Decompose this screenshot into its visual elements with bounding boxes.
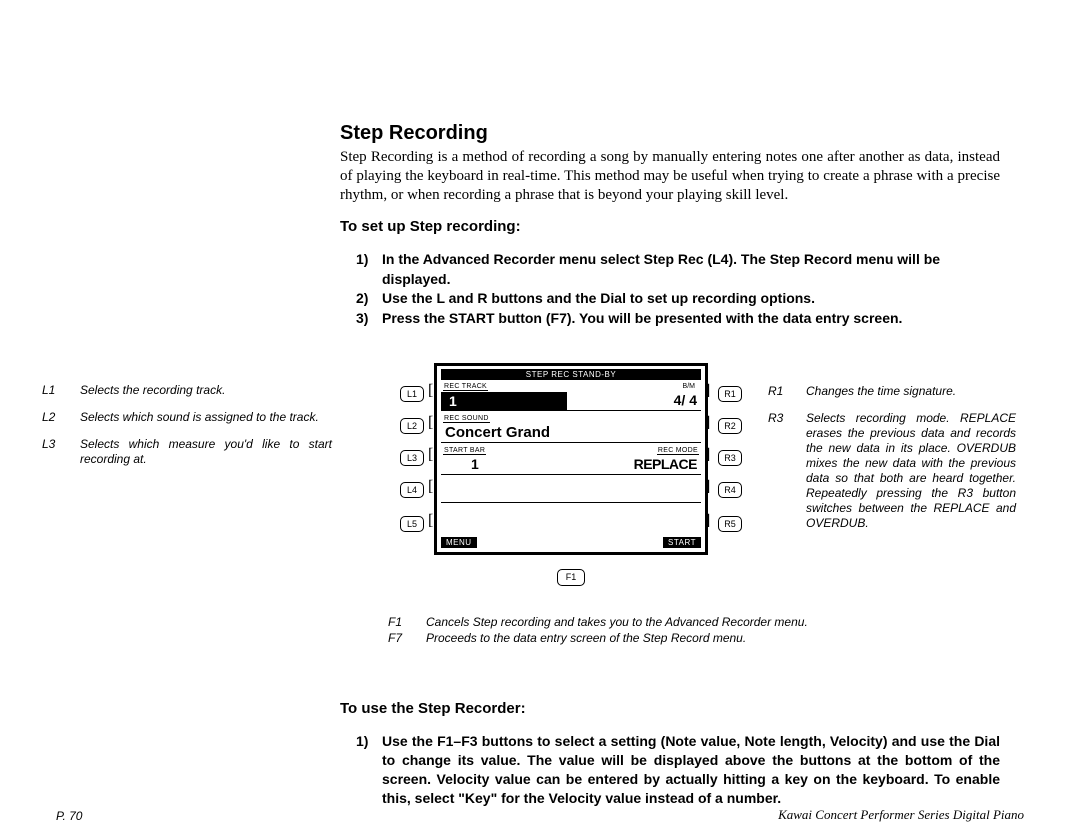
legend-row: L2 Selects which sound is assigned to th… bbox=[42, 410, 332, 425]
page-title: Step Recording bbox=[340, 122, 488, 145]
button-l2[interactable]: L2 bbox=[400, 418, 424, 434]
setup-step: 1) In the Advanced Recorder menu select … bbox=[356, 250, 1000, 289]
lcd-row-sound: REC SOUND Concert Grand bbox=[441, 416, 701, 444]
lcd-label: REC SOUND bbox=[443, 415, 490, 423]
lcd-row-bar: START BAR REC MODE 1 REPLACE bbox=[441, 448, 701, 476]
button-r5[interactable]: R5 bbox=[718, 516, 742, 532]
lcd-screen: STEP REC STAND-BY REC TRACK B/M 1 4/ 4 R… bbox=[434, 363, 708, 555]
legend-row: F7 Proceeds to the data entry screen of … bbox=[388, 630, 998, 646]
use-steps: 1) Use the F1–F3 buttons to select a set… bbox=[356, 732, 1000, 808]
legend-row: L3 Selects which measure you'd like to s… bbox=[42, 437, 332, 467]
legend-row: L1 Selects the recording track. bbox=[42, 383, 332, 398]
legend-row: F1 Cancels Step recording and takes you … bbox=[388, 614, 998, 630]
button-l1[interactable]: L1 bbox=[400, 386, 424, 402]
intro-paragraph: Step Recording is a method of recording … bbox=[340, 148, 1000, 204]
lcd-bar-value: 1 bbox=[471, 456, 479, 472]
lcd-header: STEP REC STAND-BY bbox=[441, 369, 701, 380]
lcd-label: B/M bbox=[683, 383, 695, 390]
lcd-sound-value: Concert Grand bbox=[445, 424, 550, 441]
lcd-bottom-bar: MENU START bbox=[441, 537, 701, 548]
lcd-row-empty bbox=[441, 509, 701, 529]
button-l5[interactable]: L5 bbox=[400, 516, 424, 532]
lcd-time-signature: 4/ 4 bbox=[674, 392, 697, 408]
lcd-row-empty bbox=[441, 482, 701, 503]
button-r1[interactable]: R1 bbox=[718, 386, 742, 402]
lcd-menu-tag: MENU bbox=[441, 537, 477, 548]
button-l4[interactable]: L4 bbox=[400, 482, 424, 498]
button-r2[interactable]: R2 bbox=[718, 418, 742, 434]
button-r4[interactable]: R4 bbox=[718, 482, 742, 498]
fkey-row: F1 bbox=[388, 567, 754, 586]
left-legend: L1 Selects the recording track. L2 Selec… bbox=[42, 383, 332, 479]
legend-row: R1 Changes the time signature. bbox=[768, 384, 1016, 399]
lcd-mode-value: REPLACE bbox=[634, 456, 697, 472]
lcd-label: START BAR bbox=[443, 447, 486, 455]
lcd-label: REC MODE bbox=[657, 447, 699, 455]
lcd-row-track: REC TRACK B/M 1 4/ 4 bbox=[441, 384, 701, 412]
page-footer: Kawai Concert Performer Series Digital P… bbox=[778, 807, 1024, 823]
lcd-diagram: L1 L2 L3 L4 L5 R1 R2 R3 R4 R5 STEP REC S… bbox=[388, 363, 754, 586]
lcd-track-value: 1 bbox=[441, 392, 567, 410]
lcd-label: REC TRACK bbox=[443, 383, 488, 391]
button-f1[interactable]: F1 bbox=[557, 569, 585, 586]
button-l3[interactable]: L3 bbox=[400, 450, 424, 466]
right-legend: R1 Changes the time signature. R3 Select… bbox=[768, 384, 1016, 543]
page-number: P. 70 bbox=[56, 809, 82, 823]
use-heading: To use the Step Recorder: bbox=[340, 700, 526, 717]
legend-row: R3 Selects recording mode. REPLACE erase… bbox=[768, 411, 1016, 531]
setup-heading: To set up Step recording: bbox=[340, 218, 521, 235]
setup-steps: 1) In the Advanced Recorder menu select … bbox=[356, 250, 1000, 328]
f-legend: F1 Cancels Step recording and takes you … bbox=[388, 614, 998, 646]
setup-step: 2) Use the L and R buttons and the Dial … bbox=[356, 289, 1000, 309]
setup-step: 3) Press the START button (F7). You will… bbox=[356, 309, 1000, 329]
button-r3[interactable]: R3 bbox=[718, 450, 742, 466]
use-step: 1) Use the F1–F3 buttons to select a set… bbox=[356, 732, 1000, 808]
lcd-start-tag: START bbox=[663, 537, 701, 548]
